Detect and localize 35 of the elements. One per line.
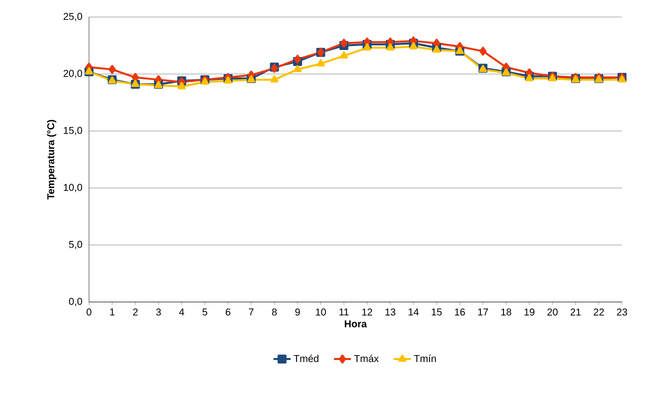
y-tick-label: 10,0 xyxy=(64,184,82,192)
legend-label: Tmáx xyxy=(354,354,379,362)
x-tick-label: 9 xyxy=(295,308,300,316)
x-axis-title: Hora xyxy=(344,320,367,328)
x-tick-label: 7 xyxy=(248,308,254,316)
x-tick-label: 0 xyxy=(86,308,92,316)
x-tick-label: 2 xyxy=(133,308,138,316)
x-tick-label: 14 xyxy=(408,308,419,316)
x-tick-label: 8 xyxy=(272,308,277,316)
x-tick-label: 6 xyxy=(226,308,230,316)
legend-label: Tméd xyxy=(294,354,318,362)
y-axis-title: Temperatura (°C) xyxy=(46,120,56,200)
x-tick-label: 19 xyxy=(524,308,534,316)
x-tick-label: 1 xyxy=(110,308,114,316)
y-tick-label: 20,0 xyxy=(64,70,82,78)
x-tick-label: 20 xyxy=(547,308,558,316)
y-tick-label: 25,0 xyxy=(64,12,82,22)
x-tick-label: 23 xyxy=(616,308,628,316)
x-tick-label: 11 xyxy=(340,308,349,316)
x-tick-label: 10 xyxy=(316,308,326,316)
x-tick-label: 5 xyxy=(202,308,208,316)
x-tick-label: 12 xyxy=(362,308,372,316)
x-tick-label: 17 xyxy=(478,308,488,316)
x-tick-label: 4 xyxy=(179,308,184,316)
y-tick-label: 0,0 xyxy=(69,298,82,306)
x-tick-label: 3 xyxy=(156,308,161,316)
y-tick-label: 5,0 xyxy=(69,240,82,250)
x-tick-label: 18 xyxy=(501,308,512,316)
y-tick-label: 15,0 xyxy=(64,126,82,136)
x-tick-label: 22 xyxy=(594,308,604,316)
x-tick-label: 21 xyxy=(570,308,581,316)
x-tick-label: 13 xyxy=(385,308,396,316)
legend-label: Tmín xyxy=(414,354,436,362)
x-tick-label: 16 xyxy=(455,308,465,316)
x-tick-label: 15 xyxy=(432,308,442,316)
